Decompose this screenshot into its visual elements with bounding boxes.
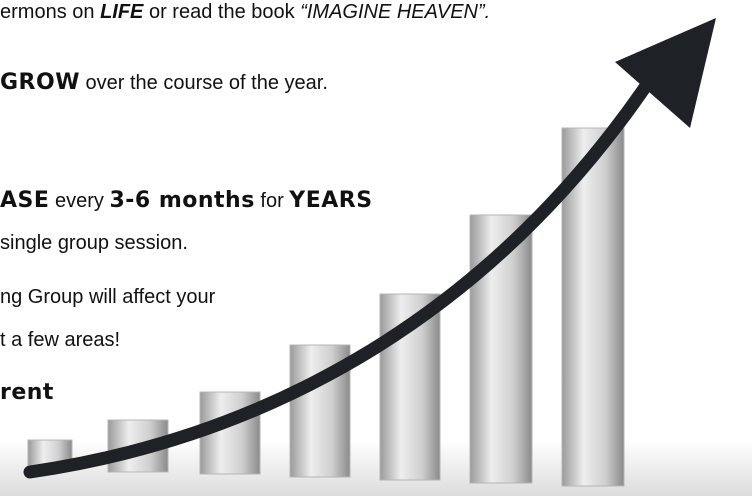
text-line: t a few areas! — [0, 330, 120, 350]
text: ng Group will affect your — [0, 286, 215, 308]
text-line: ermons on LIFE or read the book “IMAGINE… — [0, 2, 490, 22]
text: YEARS — [289, 188, 372, 213]
text-line: ASE every 3-6 months for YEARS — [0, 190, 373, 212]
text: over the course of the year. — [80, 72, 328, 94]
text: ASE — [0, 188, 49, 213]
text: “IMAGINE HEAVEN”. — [300, 1, 490, 23]
slide: {"lines": [ ["ermons on ", "LIFE", " or … — [0, 0, 752, 496]
text: or read the book — [143, 1, 300, 23]
text: 3-6 months — [109, 188, 254, 213]
text: rent — [0, 380, 54, 405]
text-line: ng Group will affect your — [0, 287, 215, 307]
text-line: rent — [0, 382, 54, 404]
text: GROW — [0, 70, 80, 95]
text-line: GROW over the course of the year. — [0, 72, 328, 94]
text: t a few areas! — [0, 329, 120, 351]
text: for — [255, 190, 289, 212]
text: ermons on — [0, 1, 100, 23]
text: LIFE — [100, 1, 143, 23]
text: single group session. — [0, 232, 188, 254]
text-line: single group session. — [0, 233, 188, 253]
text: every — [49, 190, 109, 212]
